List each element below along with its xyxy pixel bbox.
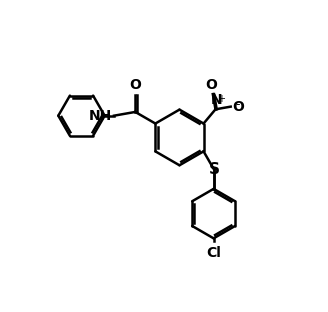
Text: NH: NH — [89, 109, 113, 123]
Text: +: + — [217, 94, 225, 104]
Text: -: - — [235, 98, 240, 111]
Text: N: N — [210, 93, 222, 107]
Text: O: O — [129, 78, 141, 92]
Text: O: O — [232, 100, 244, 114]
Text: Cl: Cl — [206, 246, 221, 260]
Text: O: O — [205, 78, 217, 92]
Text: S: S — [209, 162, 220, 177]
